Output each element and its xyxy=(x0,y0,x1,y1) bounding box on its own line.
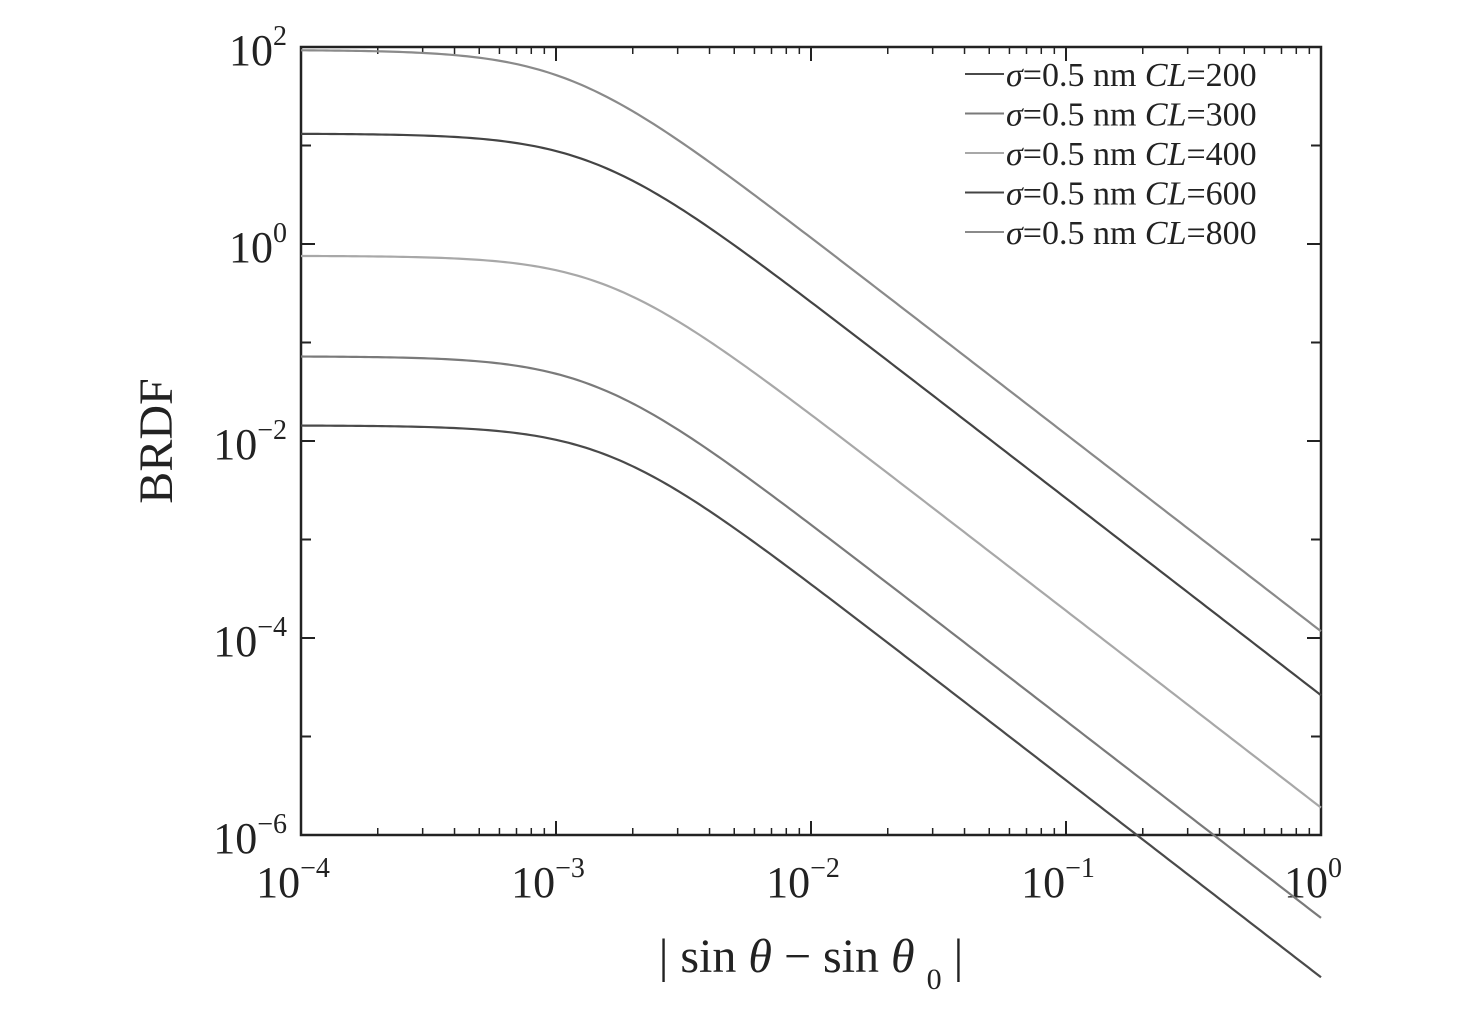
y-tick-label-0: 10−6 xyxy=(213,809,287,863)
legend-val: =400 xyxy=(1187,136,1257,173)
y-tick-exp: −4 xyxy=(257,612,287,643)
y-axis-title: BRDF xyxy=(130,378,183,503)
x-tick-base: 10 xyxy=(766,858,810,907)
legend-mid: =0.5 nm xyxy=(1023,176,1145,213)
legend-sigma: σ xyxy=(1006,176,1024,213)
legend-label-1: σ=0.5 nm CL=300 xyxy=(1006,97,1257,134)
legend-cl: CL xyxy=(1145,136,1187,173)
legend-val: =800 xyxy=(1187,215,1257,252)
x-tick-label-3: 10−1 xyxy=(1021,853,1095,907)
series-layer xyxy=(300,49,1322,979)
x-axis-title-theta-1: θ xyxy=(748,930,772,983)
x-axis-title-theta-2: θ xyxy=(891,930,915,983)
legend-sigma: σ xyxy=(1006,136,1024,173)
series-line-cl-200 xyxy=(300,424,1322,979)
legend-label-2: σ=0.5 nm CL=400 xyxy=(1006,136,1257,173)
x-axis-title-bar-left: | xyxy=(659,930,669,983)
x-tick-base: 10 xyxy=(1021,858,1065,907)
legend-cl: CL xyxy=(1145,215,1187,252)
x-axis-title-bar-right: | xyxy=(954,930,964,983)
y-tick-exp: −2 xyxy=(257,415,287,446)
y-tick-exp: 0 xyxy=(273,218,287,249)
legend-cl: CL xyxy=(1145,57,1187,94)
series-line-cl-400 xyxy=(300,254,1322,809)
legend-val: =200 xyxy=(1187,57,1257,94)
y-tick-base: 10 xyxy=(213,420,257,469)
x-tick-exp: −2 xyxy=(810,853,840,884)
y-tick-label-1: 10−4 xyxy=(213,612,287,666)
y-tick-base: 10 xyxy=(229,26,273,75)
x-tick-label-1: 10−3 xyxy=(511,853,585,907)
x-axis-title-subscript: 0 xyxy=(927,963,942,996)
x-tick-exp: −1 xyxy=(1065,853,1095,884)
y-tick-label-2: 10−2 xyxy=(213,415,287,469)
legend-val: =300 xyxy=(1187,97,1257,134)
series-line-cl-300 xyxy=(300,355,1322,919)
x-tick-base: 10 xyxy=(1284,858,1328,907)
legend-label-0: σ=0.5 nm CL=200 xyxy=(1006,57,1257,94)
legend-mid: =0.5 nm xyxy=(1023,97,1145,134)
series-line-cl-600 xyxy=(300,132,1322,697)
x-tick-exp: −3 xyxy=(555,853,585,884)
legend-sigma: σ xyxy=(1006,57,1024,94)
y-tick-exp: 2 xyxy=(273,21,287,52)
legend-mid: =0.5 nm xyxy=(1023,57,1145,94)
y-tick-exp: −6 xyxy=(257,809,287,840)
x-axis-title: | sin θ − sin θ 0 | xyxy=(659,930,963,996)
x-tick-label-4: 100 xyxy=(1284,853,1342,907)
legend-cl: CL xyxy=(1145,176,1187,213)
y-tick-base: 10 xyxy=(213,617,257,666)
series-line-cl-800 xyxy=(300,49,1322,633)
y-tick-base: 10 xyxy=(213,814,257,863)
y-tick-base: 10 xyxy=(229,223,273,272)
legend-mid: =0.5 nm xyxy=(1023,136,1145,173)
x-tick-label-0: 10−4 xyxy=(256,853,330,907)
legend-cl: CL xyxy=(1145,97,1187,134)
x-tick-exp: 0 xyxy=(1328,853,1342,884)
x-axis-title-sin-1: sin xyxy=(680,930,736,983)
legend-label-3: σ=0.5 nm CL=600 xyxy=(1006,176,1257,213)
legend-val: =600 xyxy=(1187,176,1257,213)
legend-label-4: σ=0.5 nm CL=800 xyxy=(1006,215,1257,252)
legend-sigma: σ xyxy=(1006,215,1024,252)
y-tick-label-3: 100 xyxy=(229,218,287,272)
x-tick-label-2: 10−2 xyxy=(766,853,840,907)
x-axis-title-sin-2: sin xyxy=(823,930,879,983)
x-axis-title-minus: − xyxy=(784,930,811,983)
legend-sigma: σ xyxy=(1006,97,1024,134)
legend-mid: =0.5 nm xyxy=(1023,215,1145,252)
x-tick-exp: −4 xyxy=(300,853,330,884)
x-tick-base: 10 xyxy=(256,858,300,907)
y-tick-label-4: 102 xyxy=(229,21,287,75)
x-tick-base: 10 xyxy=(511,858,555,907)
